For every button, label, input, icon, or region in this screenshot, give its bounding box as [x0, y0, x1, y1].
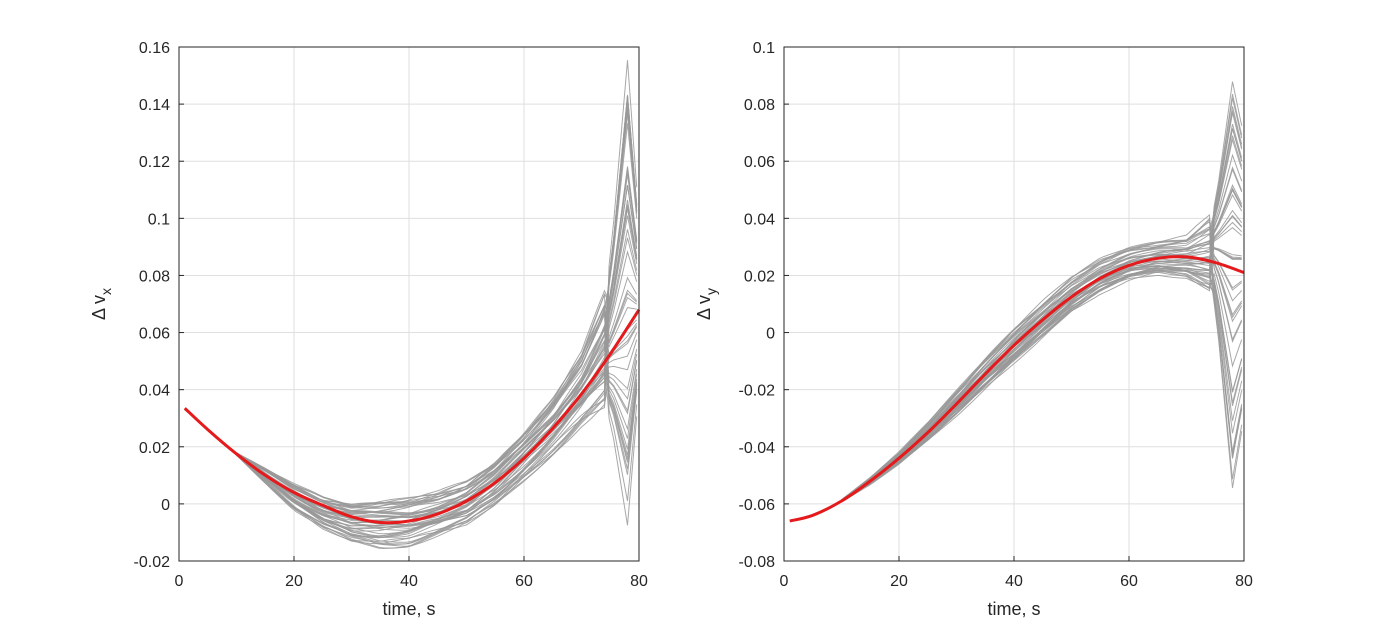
- sample-line: [236, 314, 638, 508]
- sample-line: [841, 110, 1243, 503]
- x-tick-label: 60: [1120, 573, 1138, 590]
- chart-panel-delta-vx: 0 20 40 60 80-0.0200.020.040.060.080.10.120.…: [89, 40, 648, 619]
- y-axis-label-subscript: y: [703, 288, 719, 295]
- y-tick-label: 0: [766, 326, 775, 343]
- y-axis-label: Δ vy: [694, 288, 719, 320]
- y-tick-label: 0.08: [139, 268, 170, 285]
- tick-labels: 0 20 40 60 80 -0.08 -0.06 -0.04 -0.02 0 0.02 0.04 0.…: [739, 40, 1253, 590]
- y-axis-label-subscript: x: [98, 288, 114, 295]
- tick-labels: 0 20 40 60 80-0.0200.020.040.060.080.10.120.…: [134, 40, 648, 590]
- y-tick-label: 0.1: [753, 40, 775, 57]
- sample-line: [841, 269, 1243, 503]
- sample-line: [236, 107, 638, 531]
- sample-line: [236, 95, 638, 550]
- sample-line: [236, 96, 638, 543]
- sample-line: [841, 254, 1243, 502]
- x-tick-label: 80: [630, 573, 648, 590]
- y-tick-label: -0.04: [739, 440, 776, 457]
- sample-line: [841, 265, 1243, 502]
- sample-line: [841, 261, 1243, 502]
- chart-panel-delta-vy: 0 20 40 60 80 -0.08 -0.06 -0.04 -0.02 0 0.02 0.04 0.…: [694, 40, 1253, 619]
- x-tick-label: 0: [175, 573, 184, 590]
- sample-line: [841, 257, 1243, 502]
- sample-line: [236, 229, 638, 512]
- x-axis-label: time, s: [382, 599, 435, 619]
- sample-line: [841, 265, 1243, 502]
- sample-line: [841, 267, 1243, 503]
- sample-line: [841, 260, 1243, 502]
- sample-line: [841, 257, 1243, 502]
- mean-line: [183, 308, 641, 525]
- sample-line: [236, 113, 638, 538]
- y-axis-label-main: Δ v: [89, 295, 109, 320]
- y-axis-label: Δ vx: [89, 288, 114, 320]
- sample-line: [236, 185, 638, 519]
- sample-line: [841, 247, 1242, 502]
- y-tick-label: 0: [161, 497, 170, 514]
- sample-lines: [236, 60, 638, 550]
- sample-line: [841, 218, 1243, 501]
- sample-line: [841, 193, 1243, 502]
- sample-line: [236, 94, 638, 518]
- y-tick-label: 0.16: [139, 40, 170, 57]
- y-tick-label: -0.02: [739, 383, 776, 400]
- y-tick-label: 0.04: [744, 211, 775, 228]
- sample-line: [841, 97, 1243, 502]
- sample-lines: [841, 81, 1243, 503]
- x-tick-label: 20: [285, 573, 303, 590]
- y-tick-label: -0.08: [739, 554, 776, 571]
- sample-line: [841, 247, 1242, 502]
- grid-lines: [783, 46, 1245, 562]
- x-tick-label: 0: [780, 573, 789, 590]
- y-tick-label: 0.04: [139, 383, 170, 400]
- sample-line: [236, 168, 638, 508]
- x-tick-label: 60: [515, 573, 533, 590]
- sample-line: [841, 255, 1243, 502]
- y-tick-label: 0.12: [139, 154, 170, 171]
- axes-frame: [178, 46, 640, 562]
- sample-line: [841, 106, 1243, 503]
- sample-line: [236, 359, 638, 547]
- y-axis-label-main: Δ v: [694, 295, 714, 320]
- mean-line-path: [789, 255, 1245, 523]
- sample-line: [841, 274, 1243, 503]
- mean-line: [789, 255, 1245, 523]
- y-tick-label: 0.02: [744, 268, 775, 285]
- axes-frame: [783, 46, 1245, 562]
- y-tick-label: 0.02: [139, 440, 170, 457]
- x-tick-label: 20: [890, 573, 908, 590]
- sample-line: [841, 93, 1243, 501]
- sample-line: [841, 267, 1243, 503]
- y-tick-label: 0.06: [744, 154, 775, 171]
- x-axis-label: time, s: [987, 599, 1040, 619]
- sample-line: [841, 81, 1243, 502]
- sample-line: [841, 137, 1243, 501]
- sample-line: [236, 368, 638, 538]
- sample-line: [236, 174, 638, 530]
- y-tick-label: 0.06: [139, 326, 170, 343]
- x-tick-label: 80: [1235, 573, 1253, 590]
- y-tick-label: 0.14: [139, 97, 170, 114]
- y-tick-label: 0.1: [148, 211, 170, 228]
- x-tick-label: 40: [1005, 573, 1023, 590]
- sample-line: [841, 214, 1243, 501]
- grid-lines: [178, 46, 640, 562]
- sample-line: [236, 199, 638, 515]
- sample-line: [236, 102, 638, 539]
- mean-line-path: [183, 308, 641, 525]
- y-tick-label: -0.02: [134, 554, 171, 571]
- y-tick-label: -0.06: [739, 497, 776, 514]
- y-tick-label: 0.08: [744, 97, 775, 114]
- sample-line: [236, 108, 638, 516]
- x-tick-label: 40: [400, 573, 418, 590]
- sample-line: [236, 170, 638, 509]
- sample-line: [236, 294, 638, 509]
- sample-line: [236, 60, 638, 546]
- sample-line: [236, 204, 638, 509]
- sample-line: [236, 123, 638, 506]
- sample-line: [236, 99, 638, 518]
- sample-line: [841, 247, 1242, 502]
- sample-line: [841, 256, 1243, 502]
